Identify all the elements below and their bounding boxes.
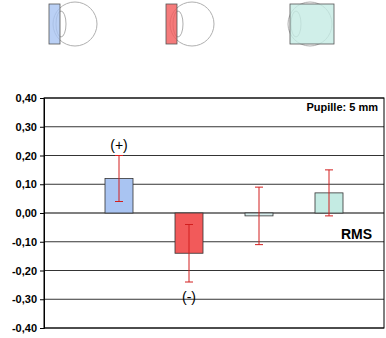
x-axis	[85, 328, 365, 330]
error-cap	[185, 224, 193, 225]
y-tick-label: 0,10	[16, 178, 37, 190]
grid-line	[44, 299, 384, 300]
error-stem	[329, 170, 330, 216]
marks	[105, 156, 343, 283]
y-tick-mark	[40, 242, 44, 243]
error-stem	[189, 225, 190, 283]
y-tick-label: -0,20	[12, 265, 37, 277]
lens-shape	[49, 4, 60, 44]
error-bar	[185, 225, 193, 283]
y-tick: 0,20	[16, 150, 44, 162]
eye-icon	[166, 2, 214, 46]
error-cap	[325, 169, 333, 170]
y-tick-label: 0,30	[16, 121, 37, 133]
error-cap	[185, 282, 193, 283]
y-tick-mark	[40, 127, 44, 128]
grid-line	[44, 126, 384, 127]
y-tick: -0,20	[12, 265, 44, 277]
eye-icon	[49, 2, 97, 46]
error-bar	[255, 187, 263, 245]
y-tick: 0,40	[16, 92, 44, 104]
y-tick-mark	[40, 271, 44, 272]
y-tick-mark	[40, 299, 44, 300]
grid-line	[44, 270, 384, 271]
y-tick: -0,40	[12, 322, 44, 334]
annotations: Pupille: 5 mm (+) (-) RMS	[110, 101, 378, 305]
y-axis: -0,40 -0,30 -0,20 -0,10 0,00 0,10 0,20 0,30 0,40	[12, 92, 45, 334]
y-tick: 0,30	[16, 121, 44, 133]
error-cap	[255, 244, 263, 245]
y-tick: 0,00	[16, 207, 44, 219]
eye-icons	[49, 2, 334, 46]
annotation: (+)	[110, 137, 128, 153]
y-tick-mark	[40, 98, 44, 99]
error-bar	[325, 170, 333, 216]
error-cap	[255, 187, 263, 188]
y-tick: 0,10	[16, 178, 44, 190]
error-cap	[115, 155, 123, 156]
annotation: Pupille: 5 mm	[306, 101, 378, 113]
lens-shape	[166, 4, 177, 44]
y-tick-label: 0,00	[16, 207, 37, 219]
chart: -0,40 -0,30 -0,20 -0,10 0,00 0,10 0,20 0,30 0,40…	[0, 0, 386, 338]
y-tick-mark	[40, 184, 44, 185]
grid-line	[44, 328, 384, 329]
y-tick: -0,30	[12, 293, 44, 305]
y-tick-label: -0,30	[12, 293, 37, 305]
grid-line	[44, 184, 384, 185]
lens-shape	[290, 4, 334, 44]
grid-line	[44, 155, 384, 156]
y-tick: -0,10	[12, 236, 44, 248]
error-stem	[259, 187, 260, 245]
annotation: (-)	[182, 289, 196, 305]
error-cap	[325, 215, 333, 216]
y-tick-label: 0,20	[16, 150, 37, 162]
y-tick-mark	[40, 156, 44, 157]
eye-icon	[288, 2, 334, 46]
y-axis-line	[40, 99, 45, 329]
grid-line	[44, 98, 384, 99]
grid-line	[44, 241, 384, 242]
grid	[44, 98, 384, 328]
y-tick-label: -0,40	[12, 322, 37, 334]
y-tick-label: -0,10	[12, 236, 37, 248]
y-tick-mark	[40, 328, 44, 329]
error-stem	[119, 156, 120, 202]
plot-frame	[44, 98, 384, 328]
y-tick-mark	[40, 213, 44, 214]
x-axis-line	[85, 328, 365, 329]
error-bar	[115, 156, 123, 202]
annotation: RMS	[341, 226, 372, 242]
error-cap	[115, 201, 123, 202]
y-tick-label: 0,40	[16, 92, 37, 104]
